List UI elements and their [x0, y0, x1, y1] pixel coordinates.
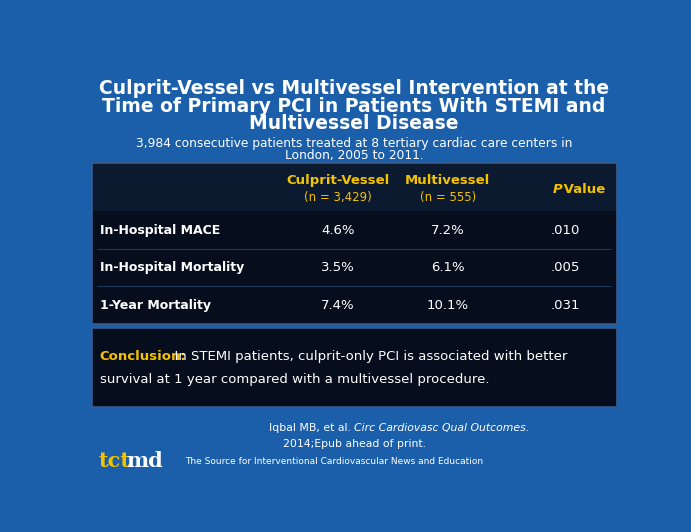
- Text: tct: tct: [98, 451, 130, 471]
- Text: md: md: [126, 451, 163, 471]
- Text: In-Hospital MACE: In-Hospital MACE: [100, 223, 220, 237]
- Text: 6.1%: 6.1%: [431, 261, 464, 274]
- Text: Multivessel Disease: Multivessel Disease: [249, 114, 459, 133]
- Bar: [92, 163, 616, 211]
- Text: In-Hospital Mortality: In-Hospital Mortality: [100, 261, 244, 274]
- Text: 7.4%: 7.4%: [321, 298, 355, 312]
- Text: .005: .005: [551, 261, 580, 274]
- Text: Conclusion:: Conclusion:: [100, 350, 187, 363]
- Bar: [92, 163, 616, 324]
- Text: Circ Cardiovasc Qual Outcomes.: Circ Cardiovasc Qual Outcomes.: [354, 422, 529, 433]
- Bar: [92, 328, 616, 407]
- Text: 3,984 consecutive patients treated at 8 tertiary cardiac care centers in: 3,984 consecutive patients treated at 8 …: [136, 137, 572, 150]
- Text: In STEMI patients, culprit-only PCI is associated with better: In STEMI patients, culprit-only PCI is a…: [166, 350, 567, 363]
- Text: Culprit-Vessel: Culprit-Vessel: [287, 174, 390, 187]
- Text: Multivessel: Multivessel: [405, 174, 491, 187]
- Text: P: P: [552, 182, 562, 196]
- Text: 4.6%: 4.6%: [321, 223, 354, 237]
- Text: Iqbal MB, et al.: Iqbal MB, et al.: [269, 422, 354, 433]
- Text: 3.5%: 3.5%: [321, 261, 355, 274]
- Text: 7.2%: 7.2%: [431, 223, 465, 237]
- Text: The Source for Interventional Cardiovascular News and Education: The Source for Interventional Cardiovasc…: [185, 456, 484, 466]
- Text: Time of Primary PCI in Patients With STEMI and: Time of Primary PCI in Patients With STE…: [102, 96, 606, 115]
- Text: Culprit-Vessel vs Multivessel Intervention at the: Culprit-Vessel vs Multivessel Interventi…: [99, 79, 609, 98]
- Text: London, 2005 to 2011.: London, 2005 to 2011.: [285, 149, 424, 162]
- Text: .010: .010: [551, 223, 580, 237]
- Text: 10.1%: 10.1%: [427, 298, 469, 312]
- Text: 2014;Epub ahead of print.: 2014;Epub ahead of print.: [283, 439, 426, 449]
- Text: (n = 3,429): (n = 3,429): [304, 192, 372, 204]
- Bar: [92, 211, 616, 324]
- Text: (n = 555): (n = 555): [419, 192, 476, 204]
- Text: .031: .031: [551, 298, 580, 312]
- Text: 1-Year Mortality: 1-Year Mortality: [100, 298, 211, 312]
- Text: Value: Value: [559, 182, 605, 196]
- Text: survival at 1 year compared with a multivessel procedure.: survival at 1 year compared with a multi…: [100, 372, 489, 386]
